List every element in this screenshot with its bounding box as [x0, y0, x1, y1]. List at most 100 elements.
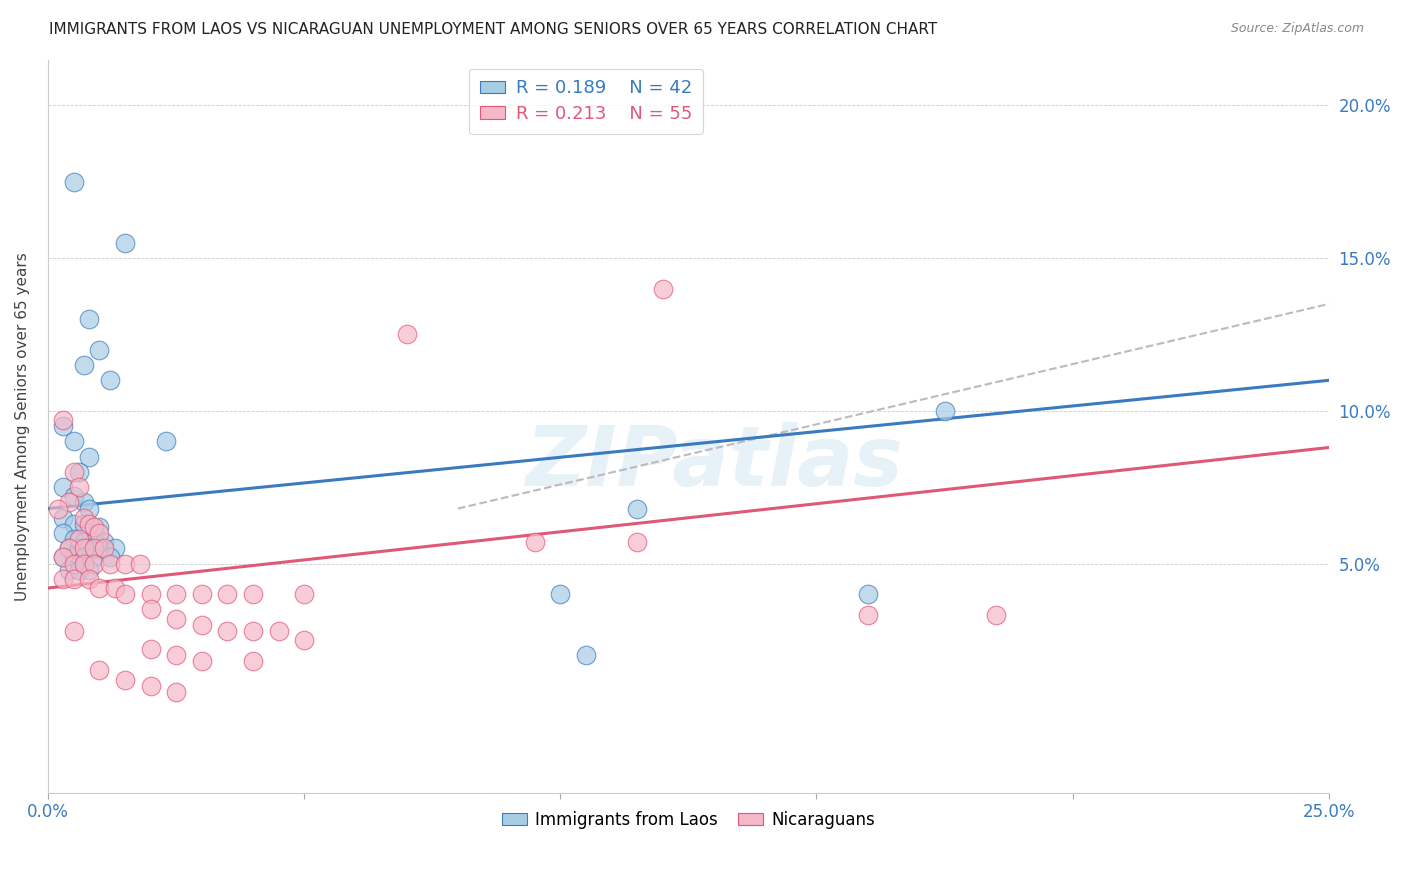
Point: [62, 465, 84, 479]
Point: [139, 642, 162, 657]
Point: [292, 632, 315, 647]
Point: [83, 550, 105, 565]
Point: [62, 557, 84, 571]
Y-axis label: Unemployment Among Seniors over 65 years: Unemployment Among Seniors over 65 years: [15, 252, 30, 600]
Point: [46, 501, 69, 516]
Point: [83, 541, 105, 556]
Point: [114, 557, 136, 571]
Point: [77, 541, 100, 556]
Point: [77, 563, 100, 577]
Point: [52, 526, 75, 541]
Point: [52, 550, 75, 565]
Point: [217, 624, 239, 638]
Point: [73, 550, 96, 565]
Point: [77, 501, 100, 516]
Point: [89, 526, 111, 541]
Point: [242, 587, 264, 601]
Point: [58, 541, 80, 556]
Point: [62, 516, 84, 531]
Point: [190, 587, 212, 601]
Text: Source: ZipAtlas.com: Source: ZipAtlas.com: [1230, 22, 1364, 36]
Point: [58, 495, 80, 509]
Point: [73, 510, 96, 524]
Point: [62, 624, 84, 638]
Point: [89, 520, 111, 534]
Point: [83, 520, 105, 534]
Point: [139, 602, 162, 616]
Point: [165, 685, 187, 699]
Point: [190, 654, 212, 668]
Point: [856, 587, 879, 601]
Point: [58, 541, 80, 556]
Point: [67, 480, 90, 494]
Point: [98, 373, 121, 387]
Point: [52, 480, 75, 494]
Legend: Immigrants from Laos, Nicaraguans: Immigrants from Laos, Nicaraguans: [495, 805, 882, 836]
Text: IMMIGRANTS FROM LAOS VS NICARAGUAN UNEMPLOYMENT AMONG SENIORS OVER 65 YEARS CORR: IMMIGRANTS FROM LAOS VS NICARAGUAN UNEMP…: [49, 22, 938, 37]
Point: [62, 572, 84, 586]
Point: [114, 673, 136, 687]
Text: ZIPatlas: ZIPatlas: [524, 422, 903, 503]
Point: [98, 550, 121, 565]
Point: [52, 510, 75, 524]
Point: [62, 175, 84, 189]
Point: [165, 587, 187, 601]
Point: [89, 581, 111, 595]
Point: [856, 608, 879, 623]
Point: [62, 532, 84, 546]
Point: [523, 535, 546, 549]
Point: [104, 581, 127, 595]
Point: [77, 516, 100, 531]
Point: [52, 419, 75, 434]
Point: [395, 327, 418, 342]
Point: [73, 557, 96, 571]
Point: [139, 679, 162, 693]
Point: [89, 343, 111, 357]
Point: [217, 587, 239, 601]
Point: [155, 434, 177, 449]
Point: [139, 587, 162, 601]
Point: [651, 282, 673, 296]
Point: [77, 572, 100, 586]
Point: [67, 541, 90, 556]
Point: [67, 465, 90, 479]
Point: [129, 557, 152, 571]
Point: [267, 624, 290, 638]
Point: [114, 587, 136, 601]
Point: [984, 608, 1007, 623]
Point: [575, 648, 598, 663]
Point: [242, 624, 264, 638]
Point: [242, 654, 264, 668]
Point: [52, 550, 75, 565]
Point: [52, 572, 75, 586]
Point: [93, 535, 115, 549]
Point: [52, 413, 75, 427]
Point: [626, 501, 648, 516]
Point: [73, 495, 96, 509]
Point: [104, 541, 127, 556]
Point: [83, 535, 105, 549]
Point: [73, 535, 96, 549]
Point: [73, 541, 96, 556]
Point: [58, 563, 80, 577]
Point: [93, 541, 115, 556]
Point: [62, 550, 84, 565]
Point: [934, 404, 956, 418]
Point: [550, 587, 572, 601]
Point: [190, 617, 212, 632]
Point: [626, 535, 648, 549]
Point: [98, 557, 121, 571]
Point: [73, 358, 96, 372]
Point: [89, 664, 111, 678]
Point: [77, 450, 100, 464]
Point: [67, 532, 90, 546]
Point: [62, 434, 84, 449]
Point: [73, 516, 96, 531]
Point: [165, 648, 187, 663]
Point: [83, 557, 105, 571]
Point: [89, 541, 111, 556]
Point: [62, 489, 84, 503]
Point: [292, 587, 315, 601]
Point: [77, 312, 100, 326]
Point: [67, 563, 90, 577]
